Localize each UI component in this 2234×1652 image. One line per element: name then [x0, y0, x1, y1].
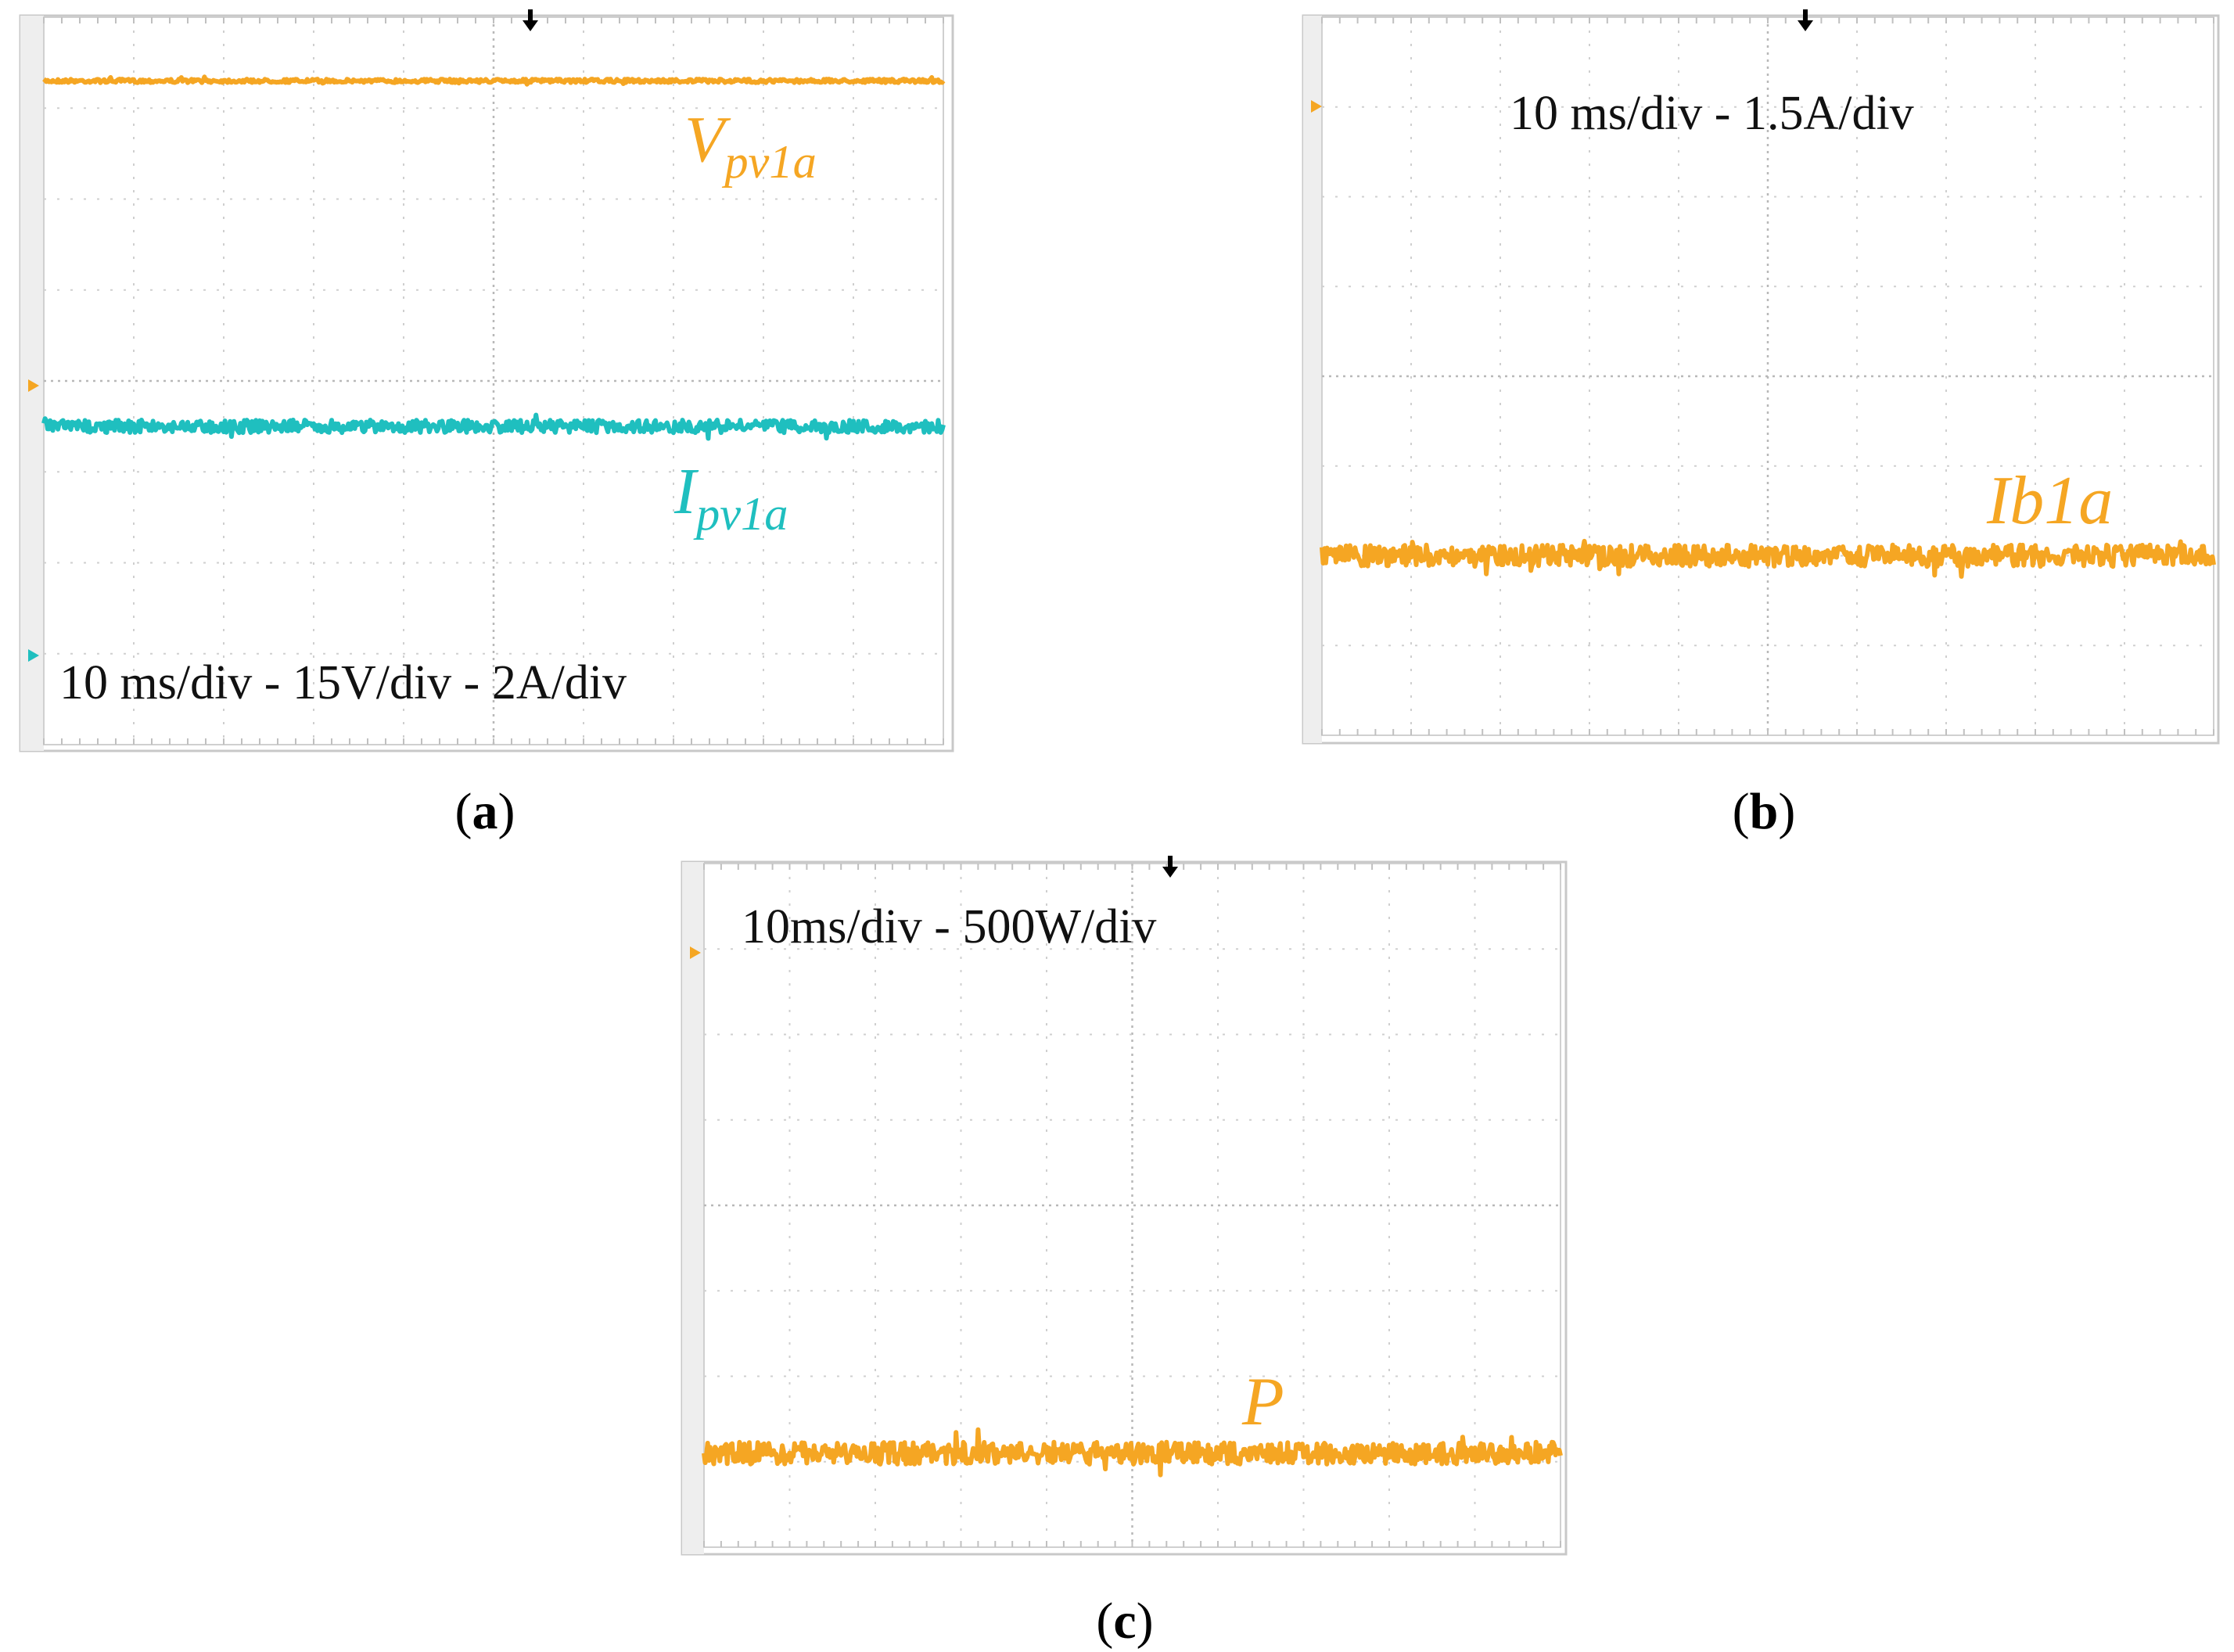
trigger-arrow-icon — [1798, 9, 1813, 31]
trace-label-main: I — [674, 455, 696, 528]
trigger-arrow-icon — [1162, 856, 1178, 878]
trace-line — [42, 74, 946, 87]
trace-line — [41, 412, 946, 441]
trace-line — [702, 1427, 1563, 1478]
caption-open: ( — [1732, 783, 1750, 840]
caption-open: ( — [1096, 1593, 1114, 1650]
caption-letter: c — [1113, 1593, 1137, 1650]
scale-text-c: 10ms/div - 500W/div — [742, 900, 1157, 953]
panel-a: Vpv1a Ipv1a 10 ms/div - 15V/div - 2A/div — [16, 9, 954, 753]
scope-c — [681, 856, 1568, 1556]
ground-marker-icon — [690, 946, 701, 959]
trace-label-sub: pv1a — [695, 488, 788, 541]
ground-marker-icon — [1311, 100, 1322, 113]
trace-label-ib1a: Ib1a — [1987, 461, 2113, 540]
grid — [43, 17, 944, 745]
caption-c: (c) — [1031, 1592, 1219, 1651]
scope-left-margin — [1303, 16, 1322, 743]
trace-label-p: P — [1242, 1363, 1284, 1442]
trace-label-main: V — [684, 103, 725, 176]
trace-label-vpv1a: Vpv1a — [684, 102, 817, 190]
trace-line — [1320, 538, 2216, 579]
caption-close: ) — [1778, 783, 1796, 840]
trace-label-sub: pv1a — [724, 136, 817, 189]
ground-marker-icon — [28, 379, 39, 392]
scale-text-b: 10 ms/div - 1.5A/div — [1510, 87, 1914, 140]
scope-left-margin — [682, 862, 704, 1554]
trace-label-main: P — [1242, 1364, 1284, 1440]
trigger-arrow-icon — [523, 9, 538, 31]
panel-c: P 10ms/div - 500W/div — [679, 856, 1571, 1560]
trace-label-main: Ib1a — [1987, 463, 2114, 539]
caption-open: ( — [454, 783, 472, 840]
caption-close: ) — [497, 783, 515, 840]
panel-b: Ib1a 10 ms/div - 1.5A/div — [1298, 9, 2221, 745]
scope-a — [19, 9, 954, 752]
caption-letter: b — [1749, 783, 1779, 840]
caption-a: (a) — [391, 782, 579, 842]
grid — [703, 864, 1561, 1547]
scale-text-a: 10 ms/div - 15V/div - 2A/div — [59, 656, 627, 709]
ground-marker-icon — [28, 649, 39, 662]
scope-b — [1302, 9, 2220, 745]
trace-label-ipv1a: Ipv1a — [674, 454, 788, 542]
caption-letter: a — [472, 783, 498, 840]
caption-b: (b) — [1670, 782, 1858, 842]
caption-close: ) — [1136, 1593, 1154, 1650]
